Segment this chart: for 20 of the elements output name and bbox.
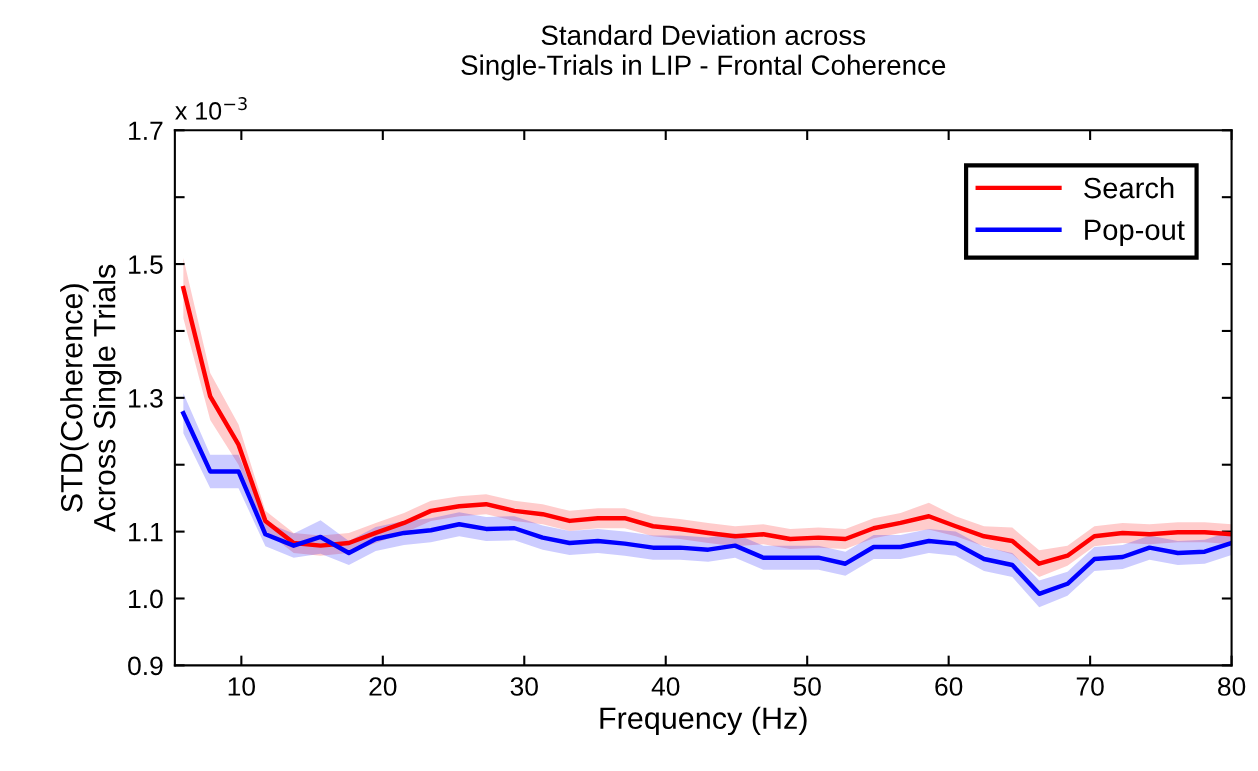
legend-label: Pop-out [1085,219,1185,246]
x-tick-label: 40 [651,677,680,696]
y-tick-label: 1.1 [129,523,163,542]
x-tick-label: 70 [1076,677,1104,696]
text: x 10$^{−3}$ [175,97,247,120]
y-tick-label: 0.9 [128,656,163,676]
x-tick-label: 20 [369,677,397,696]
y-tick-label: 1.7 [129,121,163,140]
y-tick-label: 1.3 [129,388,163,408]
x-tick-label: 30 [510,677,538,696]
chart-title: Standard Deviation across Single-Trials in LIP - Frontal Coherence [461,24,946,81]
x-tick-label: 50 [793,677,821,696]
y-tick-label: 1.0 [129,589,163,609]
x-tick-label: 60 [935,677,963,696]
y-tick-label: 1.5 [129,255,163,274]
x-tick-label: 80 [1218,677,1246,696]
x-axis-title: Frequency (Hz) [600,706,807,736]
legend-label: Search [1084,176,1174,199]
x-tick-label: 10 [228,677,255,696]
y-axis-title: STD(Coherence) Across Single Trials [60,264,122,532]
